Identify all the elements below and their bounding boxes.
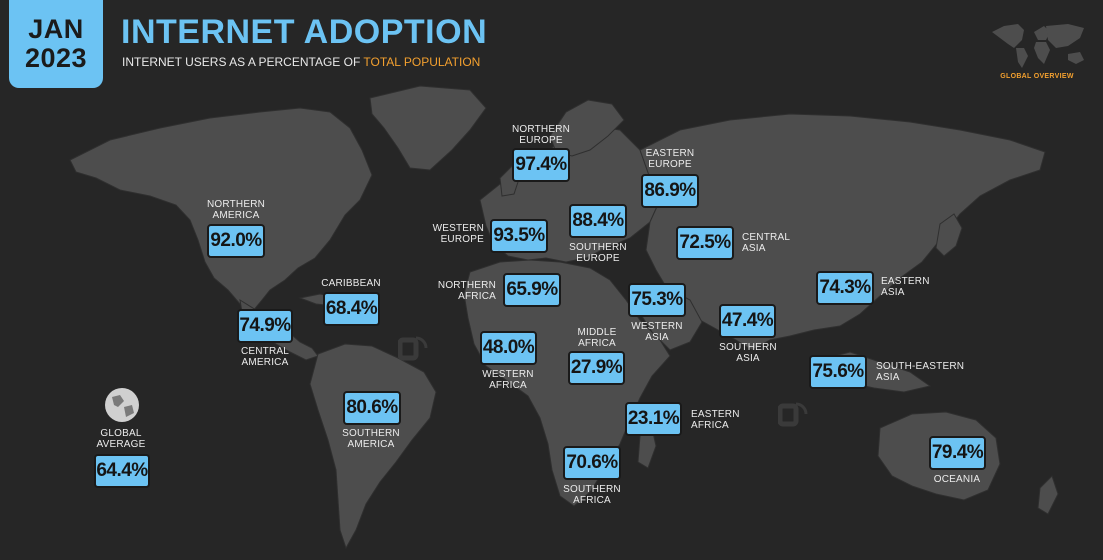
central-america-value: 74.9% [237,309,293,343]
north-america-landmass [69,107,373,313]
global-average-label: GLOBAL AVERAGE [96,428,146,450]
southern-asia-value: 47.4% [719,304,776,338]
southern-america-value: 80.6% [343,391,401,425]
western-europe-label: WESTERN EUROPE [432,223,484,245]
northern-europe-value: 97.4% [512,148,570,182]
eastern-africa-label: EASTERN AFRICA [691,409,740,431]
caribbean-label: CARIBBEAN [321,278,381,289]
southern-africa-label: SOUTHERN AFRICA [563,484,621,506]
northern-africa-value: 65.9% [503,273,561,307]
northern-europe-label: NORTHERN EUROPE [511,124,571,146]
subtitle-highlight: TOTAL POPULATION [363,55,481,69]
western-africa-value: 48.0% [480,331,537,365]
south-eastern-asia-value: 75.6% [809,355,867,389]
eastern-asia-value: 74.3% [816,271,874,305]
southern-africa-value: 70.6% [563,446,621,480]
northern-america-label: NORTHERN AMERICA [206,199,266,221]
southern-asia-label: SOUTHERN ASIA [719,342,777,364]
watermark-logo-icon [398,336,428,361]
eastern-africa-value: 23.1% [625,402,682,436]
date-month: JAN [28,14,84,44]
central-america-label: CENTRAL AMERICA [240,346,290,368]
southern-america-label: SOUTHERN AMERICA [342,428,400,450]
global-average-value: 64.4% [94,454,150,488]
global-overview-label: GLOBAL OVERVIEW [1000,73,1074,80]
south-eastern-asia-label: SOUTH-EASTERN ASIA [876,361,965,383]
central-asia-value: 72.5% [676,226,734,260]
oceania-value: 79.4% [929,436,986,470]
central-asia-label: CENTRAL ASIA [742,232,791,254]
southern-europe-value: 88.4% [569,204,627,238]
page-title: INTERNET ADOPTION [121,13,488,51]
middle-africa-label: MIDDLE AFRICA [577,327,617,349]
greenland-landmass [369,85,487,171]
world-map-icon [992,24,1084,68]
western-africa-label: WESTERN AFRICA [482,369,534,391]
asia-landmass [639,113,1046,351]
western-europe-value: 93.5% [490,219,548,253]
subtitle-prefix: INTERNET USERS AS A PERCENTAGE OF [122,55,364,69]
southern-europe-label: SOUTHERN EUROPE [569,242,627,264]
northern-africa-label: NORTHERN AFRICA [437,280,496,302]
eastern-asia-label: EASTERN ASIA [881,276,930,298]
northern-america-value: 92.0% [207,224,265,258]
new-zealand-landmass [1037,475,1059,515]
eastern-europe-value: 86.9% [641,174,699,208]
eastern-europe-label: EASTERN EUROPE [645,148,695,170]
page-subtitle: INTERNET USERS AS A PERCENTAGE OF TOTAL … [122,55,480,69]
middle-africa-value: 27.9% [568,351,625,385]
western-asia-label: WESTERN ASIA [631,321,683,343]
date-year: 2023 [24,43,88,73]
globe-icon [105,388,139,422]
japan-landmass [935,213,963,257]
caribbean-value: 68.4% [323,292,380,326]
western-asia-value: 75.3% [628,283,686,317]
oceania-label: OCEANIA [933,474,981,485]
date-badge: JAN 2023 [9,0,103,88]
watermark-logo-icon [778,402,808,427]
